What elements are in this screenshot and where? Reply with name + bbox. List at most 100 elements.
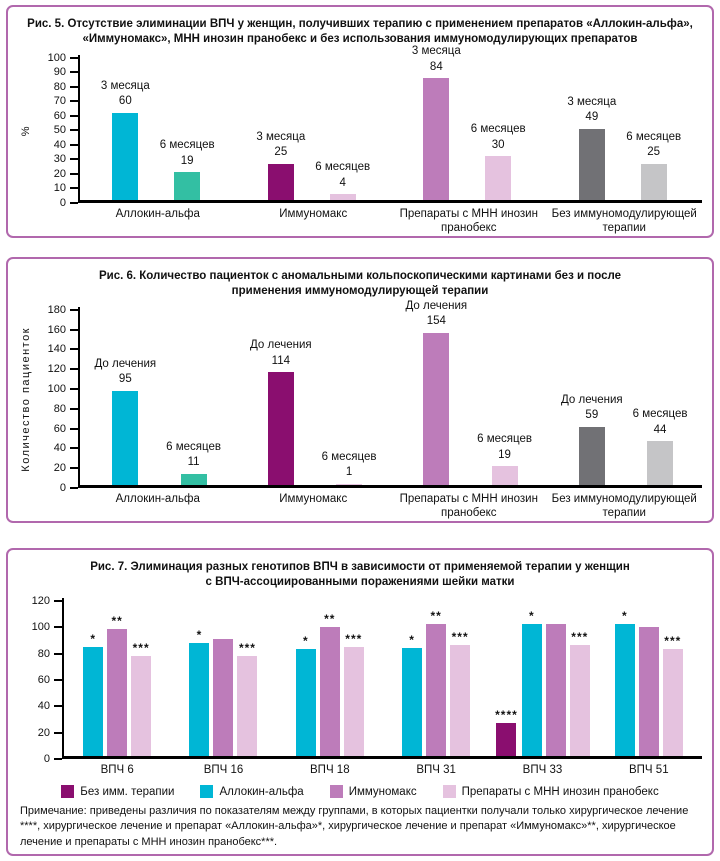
bar-caption: 3 месяца 25 (256, 130, 305, 161)
y-tick-label: 50 (53, 124, 66, 137)
bar-unit: * (295, 598, 316, 756)
bar-caption: До лечения 95 (95, 357, 157, 388)
y-tick-mark (70, 114, 78, 117)
y-tick-label: 40 (37, 700, 50, 713)
bar-caption: 6 месяцев 1 (322, 450, 377, 481)
y-tick-label: 20 (37, 726, 50, 739)
figure-6-chart: Количество пациенток 0 20 40 60 80 100 120 140 16… (18, 300, 702, 521)
significance-marker: * (302, 634, 309, 649)
x-axis-spacer (18, 488, 80, 521)
x-axis-spacer (18, 203, 80, 236)
y-tick-mark (70, 308, 78, 311)
bar-caption-period: 6 месяцев (470, 123, 526, 136)
x-axis-label: Препараты с МНН инозин пранобекс (391, 203, 547, 236)
bar (336, 483, 363, 485)
figure-6-box: Рис. 6. Количество пациенток с аномальны… (6, 257, 714, 523)
bar-caption-period: 3 месяца (411, 45, 461, 58)
bar-group: * *** (596, 598, 702, 756)
legend-label: Без имм. терапии (80, 785, 175, 798)
bar-group: * ** *** (277, 598, 383, 756)
bar-unit: 6 месяцев 1 (322, 307, 377, 485)
significance-marker: * (528, 609, 535, 624)
y-tick-mark (70, 447, 78, 450)
bar-unit: *** (450, 598, 471, 756)
bar (319, 626, 340, 756)
bar-caption-period: 6 месяцев (477, 433, 532, 446)
bar-caption-value: 25 (274, 146, 288, 159)
y-tick-mark (70, 407, 78, 410)
bar-unit: 6 месяцев 25 (626, 55, 681, 200)
bar-group: До лечения 95 6 месяцев 11 (80, 307, 236, 485)
significance-marker: ** (111, 614, 123, 629)
x-axis-label-text: ВПЧ 33 (522, 763, 563, 776)
y-tick-mark (54, 678, 62, 681)
bar-unit: ** (426, 598, 447, 756)
bar-unit: 6 месяцев 19 (477, 307, 532, 485)
significance-marker: *** (571, 630, 589, 645)
y-tick-label: 60 (53, 109, 66, 122)
significance-marker: * (196, 627, 203, 642)
bar-caption-value: 59 (585, 409, 599, 422)
significance-marker: **** (495, 707, 518, 722)
figure-7-note: Примечание: приведены различия по показа… (20, 805, 689, 848)
bar-caption-value: 1 (345, 466, 353, 479)
bar-unit: * (614, 598, 635, 756)
y-tick-mark (54, 652, 62, 655)
bar-caption-value: 154 (426, 315, 446, 328)
bar (662, 649, 683, 756)
y-tick-label: 10 (53, 182, 66, 195)
y-tick-mark (70, 71, 78, 74)
legend-swatch (200, 785, 214, 799)
y-axis: 0 10 20 30 40 50 60 70 80 90 100 (34, 52, 78, 209)
y-tick-label: 60 (53, 422, 66, 435)
y-tick-label: 100 (47, 383, 66, 395)
y-tick-mark (70, 201, 78, 204)
bar-unit: 6 месяцев 4 (315, 55, 370, 200)
legend-label: Препараты с МНН инозин пранобекс (461, 785, 659, 798)
bar (295, 649, 316, 756)
significance-marker: *** (345, 631, 363, 646)
bar (112, 390, 139, 485)
bar-unit: 6 месяцев 11 (166, 307, 221, 485)
bar-caption: До лечения 154 (406, 299, 468, 330)
x-axis-labels: ВПЧ 6 ВПЧ 16 ВПЧ 18 ВПЧ 31 ВПЧ 33 ВПЧ 51 (18, 759, 702, 777)
figure-7-legend: Без имм. терапии Аллокин-альфа Иммуномакс П… (18, 785, 702, 799)
bar-caption-value: 84 (429, 60, 443, 73)
bar (569, 645, 590, 756)
bar-caption-value: 11 (187, 456, 200, 469)
x-axis-label: Иммуномакс (236, 488, 392, 521)
significance-marker: * (409, 632, 415, 647)
bar-caption-period: 6 месяцев (321, 450, 377, 463)
bar (107, 629, 128, 756)
y-tick-label: 80 (53, 402, 66, 415)
y-tick-label: 70 (53, 95, 66, 108)
x-axis-label-text: Без иммуномодулирующей терапии (551, 492, 697, 520)
bar-caption-value: 19 (180, 154, 194, 167)
legend-item: Препараты с МНН инозин пранобекс (442, 785, 659, 799)
bar-unit: 3 месяца 25 (256, 55, 305, 200)
bar-unit: 3 месяца 49 (567, 55, 616, 200)
bar-group: **** * *** (489, 598, 595, 756)
y-tick-label: 30 (53, 153, 66, 166)
y-tick-mark (54, 731, 62, 734)
x-axis-label-text: ВПЧ 6 (100, 763, 134, 776)
bar-unit (545, 598, 566, 756)
plot-area: До лечения 95 6 месяцев 11 До лечения 114 6 ме… (78, 300, 702, 488)
bar-caption-period: 3 месяца (567, 95, 617, 108)
legend-swatch (329, 785, 343, 799)
significance-marker: ** (324, 611, 336, 626)
bar-group: 3 месяца 49 6 месяцев 25 (547, 55, 703, 200)
y-tick-mark (70, 172, 78, 175)
bar-group: До лечения 114 6 месяцев 1 (236, 307, 392, 485)
plot-area: * ** *** * *** * ** *** * ** *** **** * *** * *** (62, 597, 702, 759)
x-axis-label-text: ВПЧ 31 (416, 763, 456, 776)
y-tick-mark (70, 388, 78, 390)
x-axis-label-text: Без иммуномодулирующей терапии (551, 207, 697, 235)
bar-unit: * (402, 598, 423, 756)
significance-marker: * (90, 631, 96, 646)
bar (521, 624, 542, 756)
x-axis-spacer (18, 759, 64, 777)
bar (647, 441, 674, 485)
bar-caption-period: До лечения (250, 339, 312, 352)
bar-unit: 6 месяцев 30 (471, 55, 526, 200)
